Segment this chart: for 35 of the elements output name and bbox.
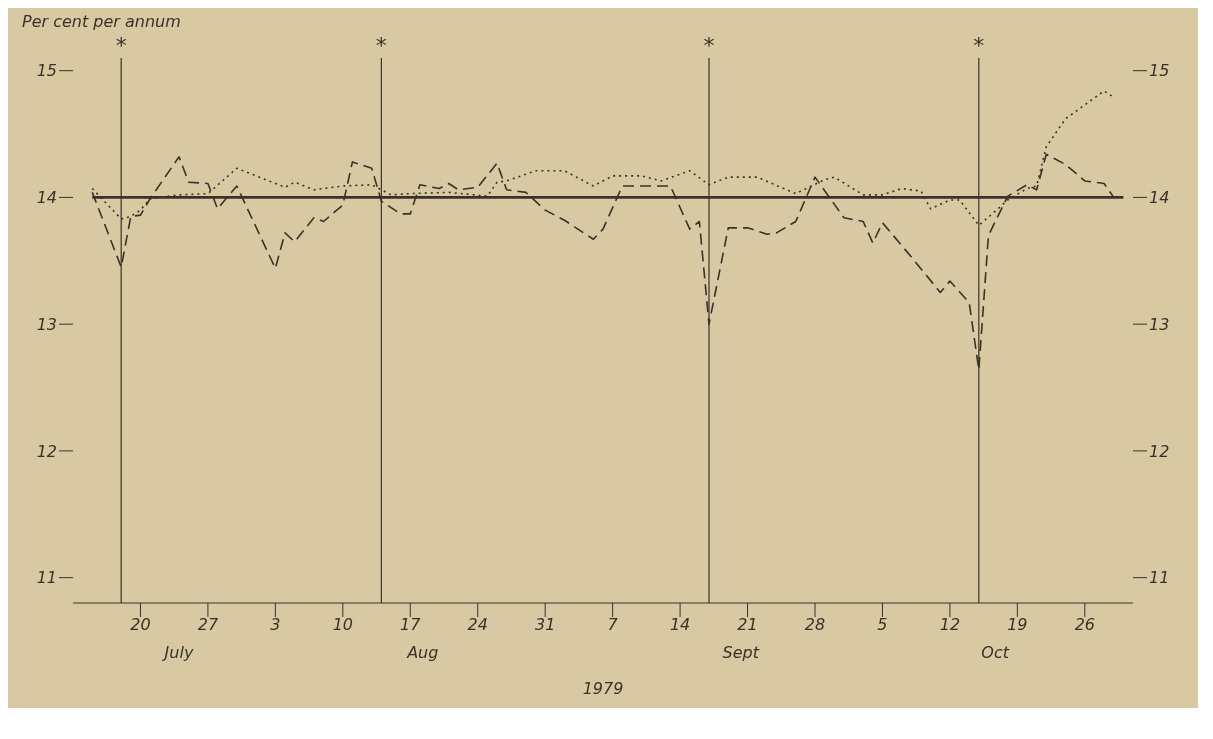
x-tick-label: 7 <box>607 615 619 635</box>
x-tick-label: 12 <box>939 615 961 635</box>
x-tick-label: 31 <box>535 615 556 635</box>
x-axis-title: 1979 <box>582 679 624 698</box>
y2-tick-label: 14 <box>1149 188 1170 208</box>
x-tick-label: 24 <box>467 615 488 635</box>
text: Oct <box>981 643 1010 662</box>
x-tick-label: 14 <box>669 615 691 635</box>
text: Aug <box>407 643 439 662</box>
y2-tick-label: 13 <box>1149 314 1170 334</box>
x-tick-label: 21 <box>737 615 758 635</box>
y2-tick-label: 11 <box>1149 568 1170 588</box>
x-tick-label: 28 <box>804 615 826 635</box>
ref-line-label: * <box>973 33 985 58</box>
y-tick-label: 13 <box>36 314 57 334</box>
y-tick-label: 12 <box>36 441 57 461</box>
text: July <box>164 643 194 662</box>
y-tick-label: 14 <box>36 188 57 208</box>
x-tick-label: 19 <box>1007 615 1028 635</box>
y2-tick-label: 12 <box>1149 441 1170 461</box>
x-tick-label: 5 <box>877 615 888 635</box>
ref-line-label: * <box>115 33 127 58</box>
ref-line-label: * <box>703 33 715 58</box>
y-axis-title: Per cent per annum <box>22 12 181 31</box>
x-tick-label: 20 <box>130 615 151 635</box>
x-tick-label: 10 <box>332 615 353 635</box>
x-tick-label: 26 <box>1074 615 1095 635</box>
x-tick-label: 3 <box>270 615 281 635</box>
y-tick-label: 15 <box>36 61 57 81</box>
x-tick-label: 17 <box>400 615 422 635</box>
y-tick-label: 11 <box>36 568 57 588</box>
text: Sept <box>722 643 760 662</box>
y2-tick-label: 15 <box>1149 61 1170 81</box>
x-tick-label: 27 <box>197 615 219 635</box>
ref-line-label: * <box>375 33 387 58</box>
